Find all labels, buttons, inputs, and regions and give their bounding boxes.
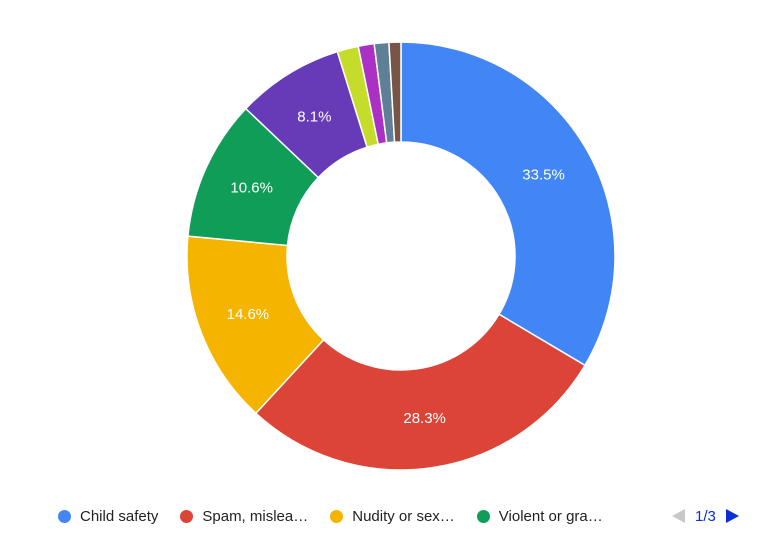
legend-dot xyxy=(476,509,490,523)
donut-slice-1[interactable] xyxy=(254,313,586,471)
legend-item-nudity[interactable]: Nudity or sex… xyxy=(330,508,455,525)
legend: Child safety Spam, mislea… Nudity or sex… xyxy=(58,504,625,528)
slice-labels: 33.5% 28.3% 14.6% 10.6% 8.1% xyxy=(227,108,565,427)
slice-value-label: 33.5% xyxy=(522,166,565,183)
legend-label: Violent or gra… xyxy=(498,507,603,525)
legend-item-spam[interactable]: Spam, mislea… xyxy=(180,508,308,525)
legend-label: Spam, mislea… xyxy=(202,507,309,525)
legend-item-violent[interactable]: Violent or gra… xyxy=(476,507,603,525)
triangle-right-icon[interactable] xyxy=(725,509,739,523)
slice-value-label: 28.3% xyxy=(403,410,446,427)
legend-item-child-safety[interactable]: Child safety xyxy=(58,508,158,525)
donut-slice-0[interactable] xyxy=(400,41,616,367)
donut-slice-2[interactable] xyxy=(186,235,325,415)
donut-slices xyxy=(186,41,616,471)
donut-chart: 33.5% 28.3% 14.6% 10.6% 8.1% xyxy=(186,41,616,471)
donut-slice-8[interactable] xyxy=(388,41,402,143)
slice-value-label: 10.6% xyxy=(230,180,273,197)
legend-label: Nudity or sex… xyxy=(352,507,455,525)
legend-label: Child safety xyxy=(80,507,159,525)
triangle-left-icon[interactable] xyxy=(672,509,685,523)
legend-dot xyxy=(58,509,71,523)
legend-dot xyxy=(180,509,194,523)
legend-pager: 1/3 xyxy=(672,504,739,528)
legend-dot xyxy=(330,509,344,523)
slice-value-label: 14.6% xyxy=(227,306,270,323)
legend-page-indicator: 1/3 xyxy=(695,507,716,525)
slice-value-label: 8.1% xyxy=(297,108,331,125)
